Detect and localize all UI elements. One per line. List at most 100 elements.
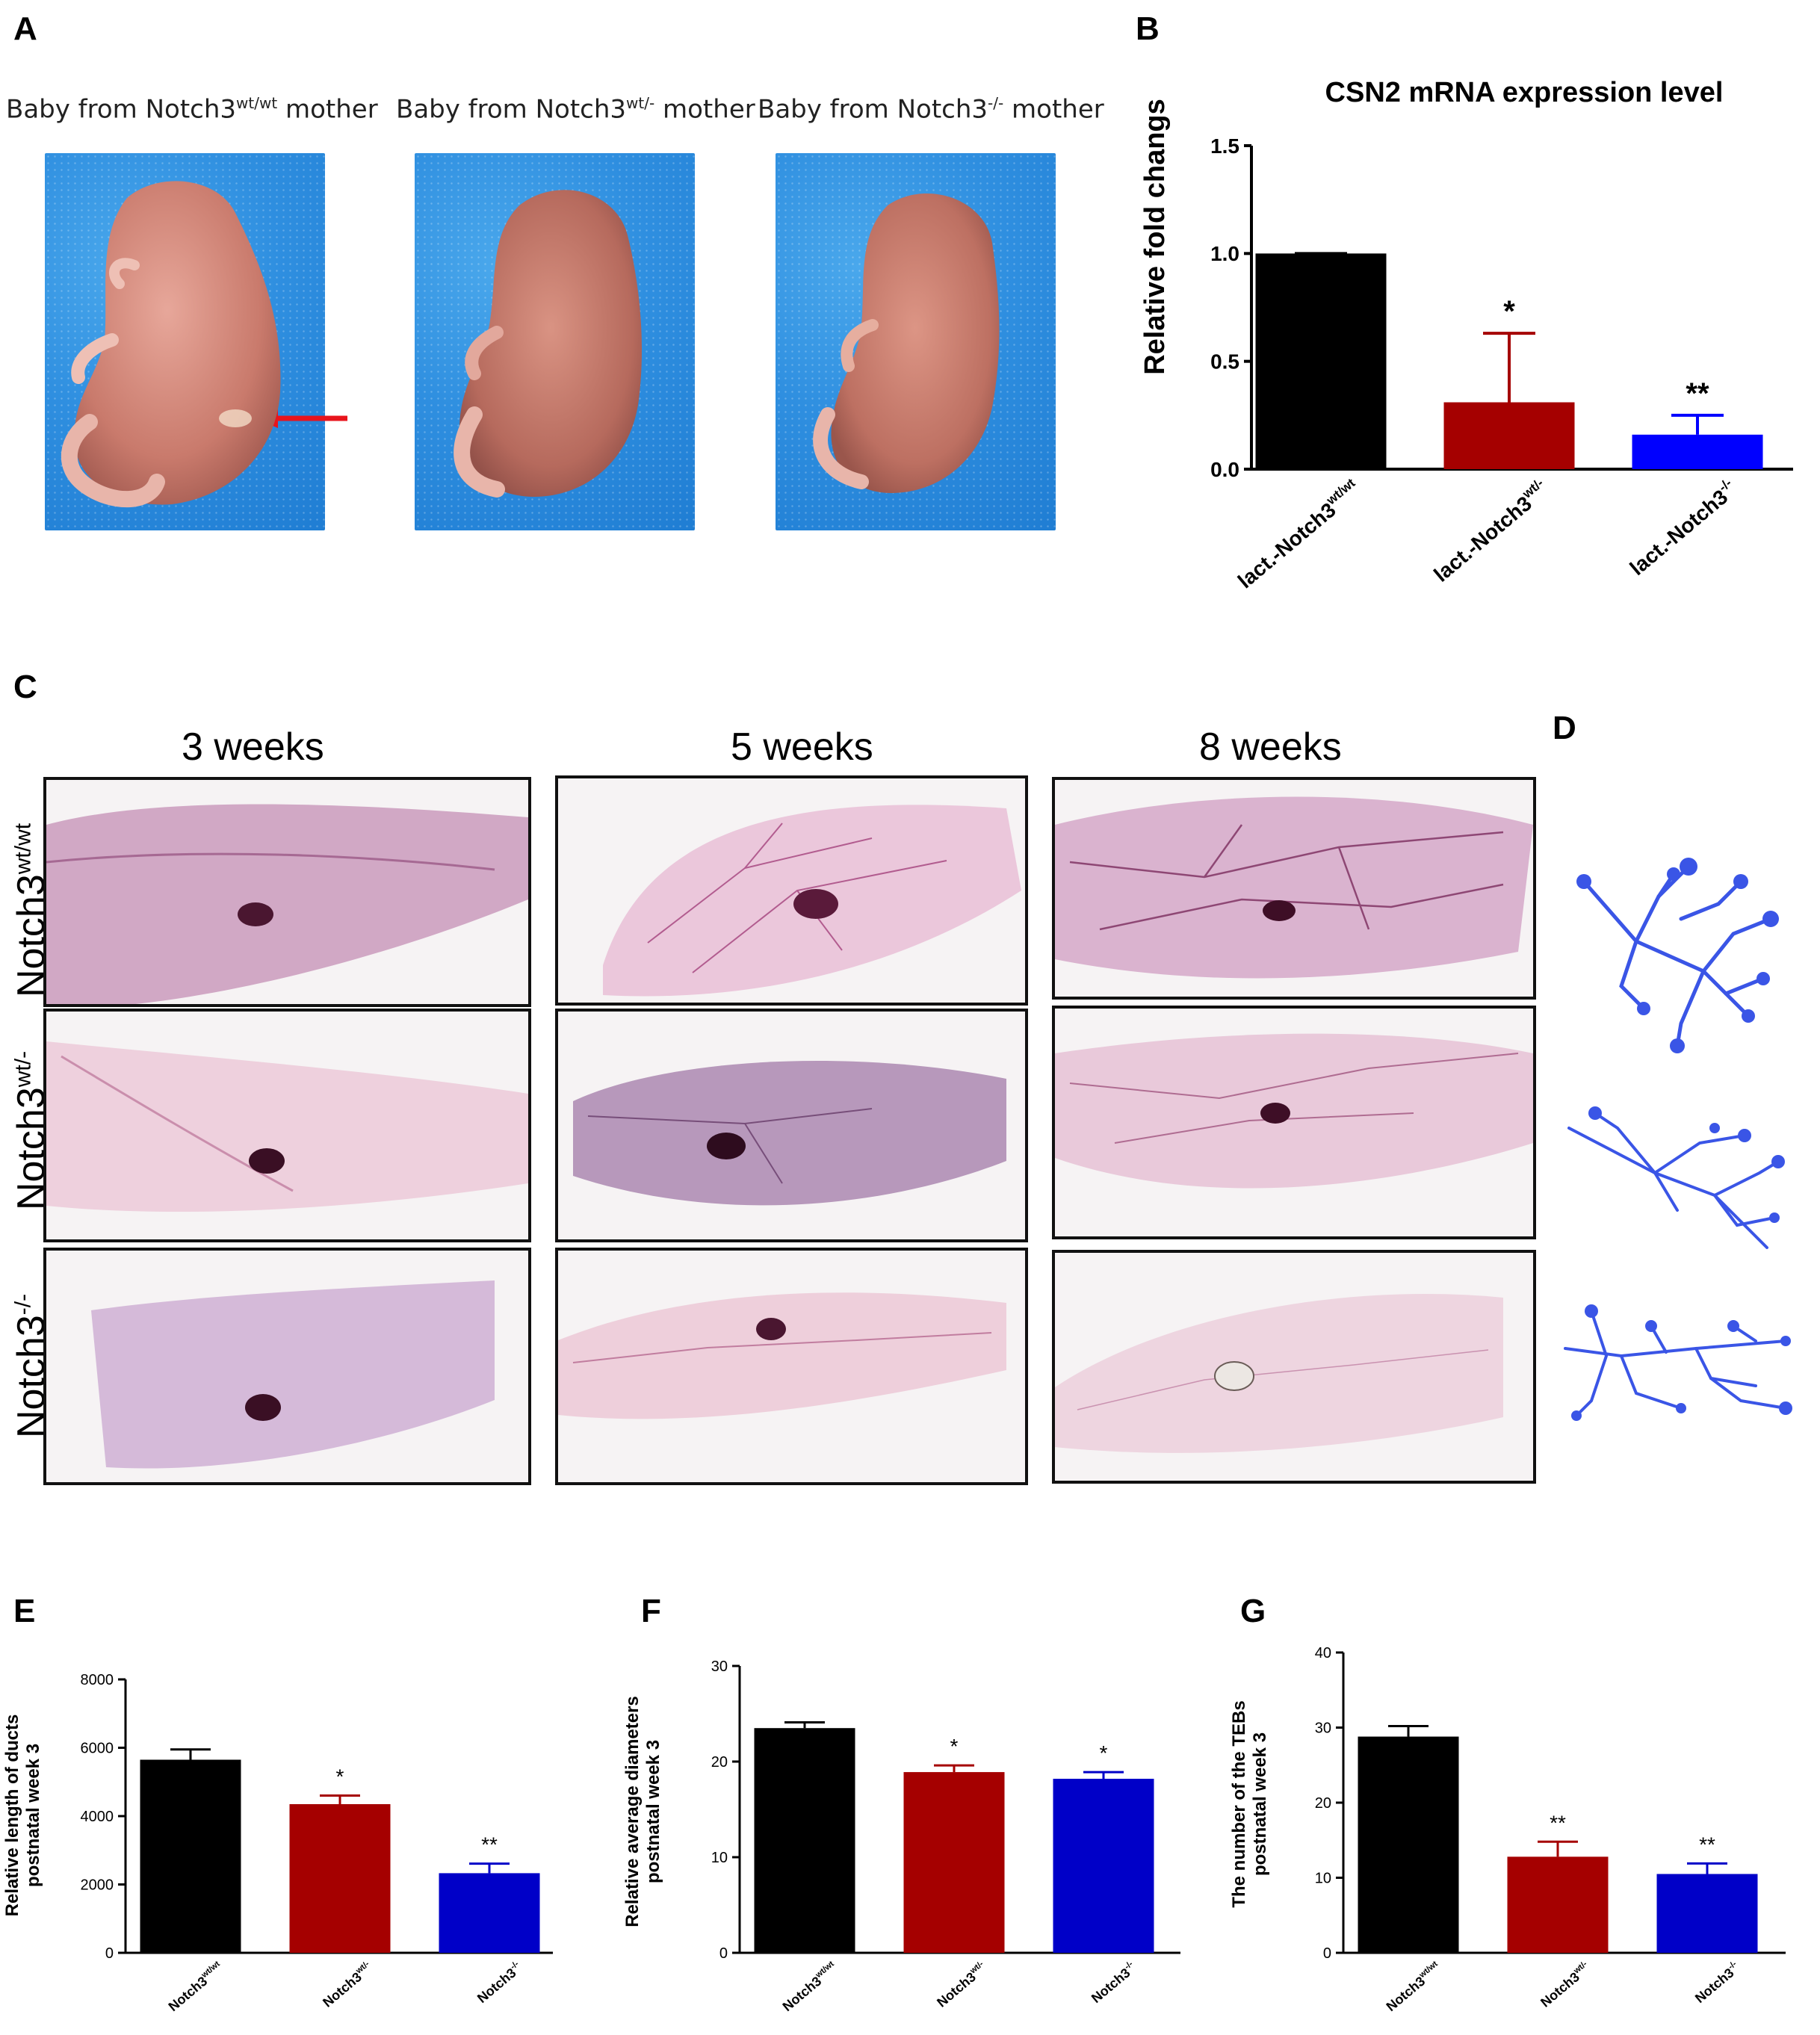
caption-suffix: mother	[1003, 94, 1104, 125]
label-base: Notch3	[320, 1969, 365, 2010]
tissue-image	[558, 1292, 1006, 1419]
x-tick-label: lact.-Notch3wt/-	[1428, 475, 1553, 586]
x-tick-label: Notch3-/-	[1691, 1960, 1743, 2006]
panel-letter-a: A	[13, 10, 37, 47]
caption-sup: -/-	[988, 94, 1004, 112]
axes: 0 2000 4000 6000 8000	[81, 1672, 553, 1962]
y-axis-label: The number of the TEBs postnatal week 3	[1229, 1700, 1270, 1907]
y-tick-label: 0.5	[1210, 350, 1239, 373]
label-base: Notch3	[1692, 1966, 1737, 2007]
chart-f-diameters: Relative average diameters postnatal week…	[622, 1658, 1180, 2014]
bar	[1358, 1736, 1459, 1953]
label-base: lact.-Notch3	[1626, 485, 1733, 580]
duct-tracing-wt-wt	[1576, 858, 1779, 1053]
y-axis-label-line: postnatal week 3	[23, 1744, 43, 1887]
y-tick-label: 8000	[81, 1672, 114, 1688]
significance-marker: **	[1550, 1811, 1566, 1834]
x-tick-labels: Notch3wt/wt Notch3wt/- Notch3-/-	[779, 1960, 1139, 2014]
y-tick-label: 10	[711, 1850, 728, 1866]
y-axis-label-line: postnatal week 3	[643, 1740, 663, 1883]
chart-g-teb-count: The number of the TEBs postnatal week 3 0…	[1229, 1645, 1786, 2015]
wholemount-wtwt-8wk	[1052, 777, 1536, 1000]
bar	[1053, 1779, 1154, 1953]
row-label-sup: wt/-	[10, 1050, 36, 1088]
tissue-image	[1055, 796, 1533, 979]
tissue-image	[603, 805, 1021, 997]
week-label-8: 8 weeks	[1199, 725, 1342, 769]
y-tick-label: 30	[711, 1658, 728, 1675]
panel-letter-b: B	[1136, 10, 1160, 47]
duct-tracing-wt-het	[1567, 1106, 1785, 1249]
label-base: Notch3	[1089, 1966, 1133, 2007]
significance-marker: *	[950, 1735, 959, 1758]
label-sup: wt/wt	[199, 1960, 222, 1980]
caption-ko: Baby from Notch3-/- mother	[758, 94, 1104, 124]
panel-letter-c: C	[13, 669, 37, 705]
panel-letter-f: F	[641, 1593, 661, 1629]
y-axis-label-line: Relative length of ducts	[2, 1715, 22, 1917]
wholemount-wthet-8wk	[1052, 1006, 1536, 1239]
wholemount-ko-3wk	[43, 1248, 531, 1485]
bar	[289, 1803, 391, 1953]
label-base: lact.-Notch3	[1429, 492, 1536, 586]
bar	[140, 1759, 241, 1953]
y-tick-label: 30	[1315, 1720, 1331, 1737]
label-sup: wt/wt	[814, 1960, 836, 1980]
pup-image	[813, 193, 1000, 493]
duct-tracing-ko	[1564, 1304, 1792, 1421]
y-tick-label: 0	[105, 1945, 114, 1962]
x-tick-label: Notch3wt/wt	[165, 1960, 226, 2014]
significance-marker: *	[1100, 1741, 1108, 1765]
bar	[1656, 1874, 1758, 1953]
x-tick-label: Notch3-/-	[1088, 1960, 1139, 2006]
label-base: Notch3	[1384, 1974, 1429, 2015]
tissue-image	[46, 804, 528, 1004]
y-tick-label: 6000	[81, 1741, 114, 1757]
week-label-5: 5 weeks	[731, 725, 873, 769]
caption-suffix: mother	[277, 94, 378, 125]
bar	[439, 1873, 540, 1953]
row-label-sup: wt/wt	[10, 823, 36, 875]
bars: ** **	[1358, 1724, 1758, 1953]
bar	[754, 1728, 855, 1953]
y-axis-label-line: Relative average diameters	[622, 1696, 643, 1927]
chart-title: CSN2 mRNA expression level	[1325, 77, 1724, 108]
wholemount-ko-5wk	[555, 1248, 1028, 1485]
significance-marker: **	[481, 1833, 498, 1856]
pup-image	[61, 181, 281, 508]
y-tick-label: 10	[1315, 1871, 1331, 1887]
x-tick-label: Notch3-/-	[474, 1960, 525, 2006]
significance-marker: **	[1699, 1833, 1715, 1856]
label-base: lact.-Notch3	[1234, 498, 1340, 593]
bar	[1632, 434, 1763, 469]
y-axis-label-line: The number of the TEBs	[1229, 1700, 1249, 1907]
caption-prefix: Baby from Notch3	[396, 94, 627, 125]
caption-wt-wt: Baby from Notch3wt/wt mother	[6, 94, 378, 124]
panel-letter-d: D	[1553, 710, 1576, 746]
y-tick-label: 0	[719, 1945, 728, 1962]
significance-marker: **	[1686, 377, 1709, 410]
chart-b-csn2: CSN2 mRNA expression level Relative fold…	[1139, 77, 1793, 593]
panel-letter-g: G	[1240, 1593, 1266, 1629]
tissue-image	[1055, 1033, 1533, 1189]
wholemount-wtwt-5wk	[555, 775, 1028, 1006]
bars: ***	[1255, 252, 1763, 469]
x-tick-label: Notch3wt/-	[320, 1960, 376, 2010]
caption-sup: wt/wt	[236, 94, 278, 112]
y-axis-label-line: postnatal week 3	[1250, 1732, 1270, 1876]
bar	[903, 1772, 1005, 1953]
caption-sup: wt/-	[626, 94, 655, 112]
caption-prefix: Baby from Notch3	[6, 94, 237, 125]
label-base: Notch3	[1538, 1969, 1582, 2010]
bar	[1443, 402, 1575, 469]
y-tick-label: 0.0	[1210, 458, 1239, 481]
x-tick-label: Notch3wt/wt	[779, 1960, 841, 2014]
x-tick-label: Notch3wt/-	[934, 1960, 990, 2010]
y-tick-label: 4000	[81, 1809, 114, 1825]
tissue-image	[573, 1061, 1006, 1206]
y-tick-label: 2000	[81, 1877, 114, 1894]
tissue-image	[1055, 1294, 1503, 1453]
panel-letter-e: E	[13, 1593, 36, 1629]
label-sup: wt/wt	[1417, 1960, 1440, 1980]
